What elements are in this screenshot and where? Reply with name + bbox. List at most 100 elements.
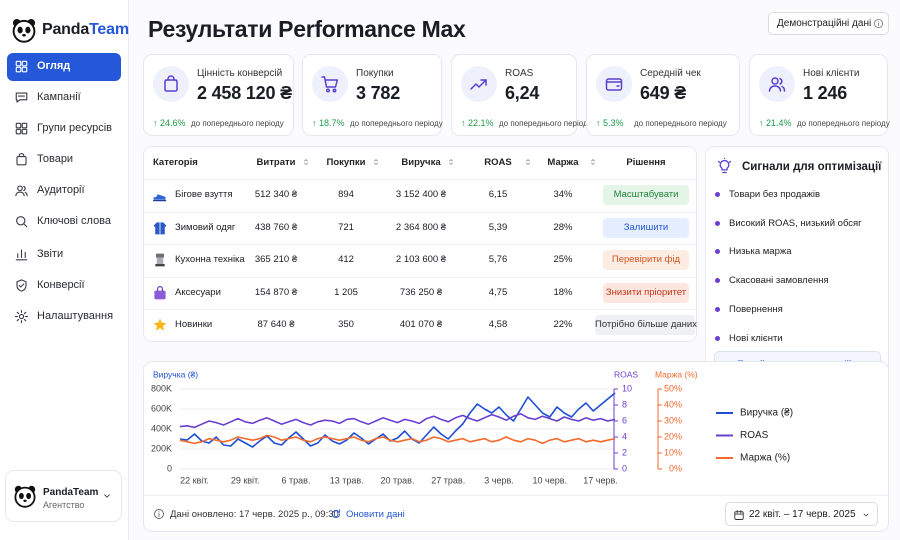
kpi-change: ↑ 5.3% [596,118,624,128]
sort-icon [374,159,378,165]
signal-item[interactable]: Високий ROAS, низький обсяг [729,217,862,229]
nav-icon [14,309,29,324]
demo-info-part [873,18,884,29]
table-cell: 4,75 [488,286,508,298]
category-icon-part [155,264,165,267]
category-icon [153,318,167,331]
account-chevron [104,494,110,498]
kpi-icon-part [779,77,786,92]
refresh-icon-part [336,509,341,513]
table-cell: 365 210 ₴ [254,254,298,265]
signal-dot [715,335,720,341]
nav-item[interactable]: Товари [7,146,121,174]
nav-icon-part [15,122,22,129]
refresh-link[interactable]: Оновити дані [346,509,405,520]
logo-panda-part [23,499,27,502]
nav-icon-part [15,249,28,261]
category-name: Новинки [175,319,213,330]
logo-panda-part [17,26,23,34]
account-card[interactable]: PandaTeam Агентство [5,470,122,522]
nav-icon [15,92,28,103]
sort-icon [449,159,453,165]
signal-dot [715,192,720,197]
signal-item[interactable]: Товари без продажів [729,189,821,200]
kpi-card: Покупки 3 782 ↑ 18.7% до попереднього періо… [302,54,443,136]
column-header[interactable]: Витрати [256,157,296,168]
updated-text: Дані оновлено: 17 черв. 2025 р., 09:30 [170,509,339,520]
nav-icon [15,185,28,197]
category-icon-part [156,257,164,264]
category-icon-part [153,318,167,331]
column-header[interactable]: Покупки [326,157,366,168]
column-header[interactable]: Виручка [401,157,441,168]
kpi-note: до попереднього періоду [634,119,727,128]
nav-item[interactable]: Звіти [7,241,121,269]
kpi-icon [605,78,623,91]
brand-part: Panda [42,21,90,38]
decision-badge[interactable]: Залишити [603,217,689,238]
date-range[interactable]: 22 квіт. – 17 черв. 2025 [725,502,878,526]
signal-dot [715,249,720,255]
table-cell: 1 205 [334,286,358,298]
nav-item[interactable]: Аудиторії [7,177,121,205]
account-role: Агентство [43,500,85,510]
kpi-icon-part [771,77,779,85]
table-cell: 401 070 ₴ [399,319,443,330]
decision-badge[interactable]: Потрібно більше даних [595,315,697,335]
signal-dot [715,220,720,226]
page-title: Результати Performance Max [148,16,466,42]
nav-item[interactable]: Огляд [7,53,121,81]
category-icon [153,221,167,235]
table-cell: 18% [553,286,573,298]
date-cal [734,510,744,520]
category-icon [154,285,166,299]
kpi-label: Цінність конверсій [197,68,283,79]
nav-icon-part [21,60,28,67]
nav-icon-part [16,279,27,292]
category-name: Зимовий одяг [175,221,236,233]
nav-item[interactable]: Групи ресурсів [7,115,121,143]
nav-icon-part [15,92,28,103]
demo-button[interactable]: Демонстраційні дані [768,12,889,35]
logo-panda-part [22,33,26,37]
kpi-card: Цінність конверсій 2 458 120 ₴ ↑ 24.6% до п… [143,54,294,136]
signal-item[interactable]: Нові клієнти [729,332,783,344]
demo-label: Демонстраційні дані [777,18,872,29]
table-cell: 412 [338,254,354,265]
kpi-label: Покупки [356,68,394,79]
nav-label: Конверсії [37,279,85,291]
kpi-change: ↑ 21.4% [759,118,792,128]
nav-icon-part [15,191,25,197]
nav-icon-part [17,185,23,192]
kpi-icon-part [164,79,178,92]
kpi-icon-part [326,88,330,93]
nav-item[interactable]: Конверсії [7,272,121,300]
signal-item[interactable]: Повернення [729,303,783,315]
kpi-icon-part [332,88,337,93]
nav-item[interactable]: Кампанії [7,84,121,112]
signal-item[interactable]: Скасовані замовлення [729,275,829,287]
nav-item[interactable]: Ключові слова [7,208,121,236]
column-header[interactable]: ROAS [484,157,512,168]
kpi-icon-part [480,79,487,86]
kpi-value: 2 458 120 ₴ [197,83,292,103]
table-cell: 438 760 ₴ [254,221,298,233]
column-header[interactable]: Маржа [547,157,579,168]
kpi-icon [470,79,487,90]
signal-item[interactable]: Низька маржа [729,246,792,258]
kpi-change: ↑ 18.7% [312,118,345,128]
nav-icon-part [16,155,27,166]
kpi-note: до попереднього періоду [350,119,443,128]
decision-badge[interactable]: Масштабувати [603,185,689,205]
decision-badge[interactable]: Знизити пріоритет [603,282,689,303]
nav-item[interactable]: Налаштування [7,303,121,331]
date-cal-part [734,511,744,520]
category-icon-part [153,194,166,200]
decision-badge[interactable]: Перевірити фід [603,250,689,270]
nav-icon-part [18,283,25,288]
nav-icon [15,249,28,261]
nav-icon [15,122,28,135]
table-cell: 894 [338,189,354,200]
sidebar: PandaTeam Огляд Кампанії Групи ресурсів Това… [0,0,129,540]
nav-label: Кампанії [37,91,81,103]
